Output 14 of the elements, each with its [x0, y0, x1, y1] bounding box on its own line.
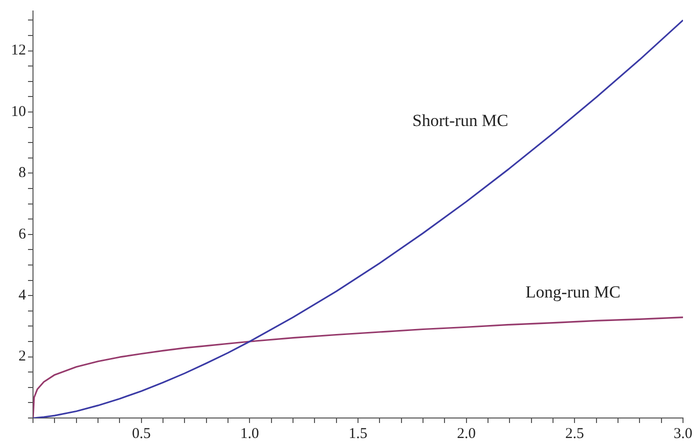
x-tick-label: 3.0 — [674, 426, 692, 442]
x-tick-label: 2.5 — [565, 426, 584, 442]
x-tick-label: 1.5 — [348, 426, 368, 442]
y-tick-label: 6 — [18, 226, 26, 242]
x-tick-label: 2.0 — [456, 426, 476, 442]
y-tick-label: 10 — [11, 104, 26, 120]
series-label: Short-run MC — [412, 111, 508, 130]
y-tick-label: 2 — [18, 348, 26, 365]
series-label: Long-run MC — [526, 282, 620, 302]
x-tick-label: 0.5 — [132, 426, 151, 442]
y-tick-label: 4 — [18, 288, 26, 304]
y-tick-label: 12 — [11, 42, 26, 59]
x-tick-label: 1.0 — [240, 426, 260, 442]
y-tick-label: 8 — [18, 165, 26, 182]
